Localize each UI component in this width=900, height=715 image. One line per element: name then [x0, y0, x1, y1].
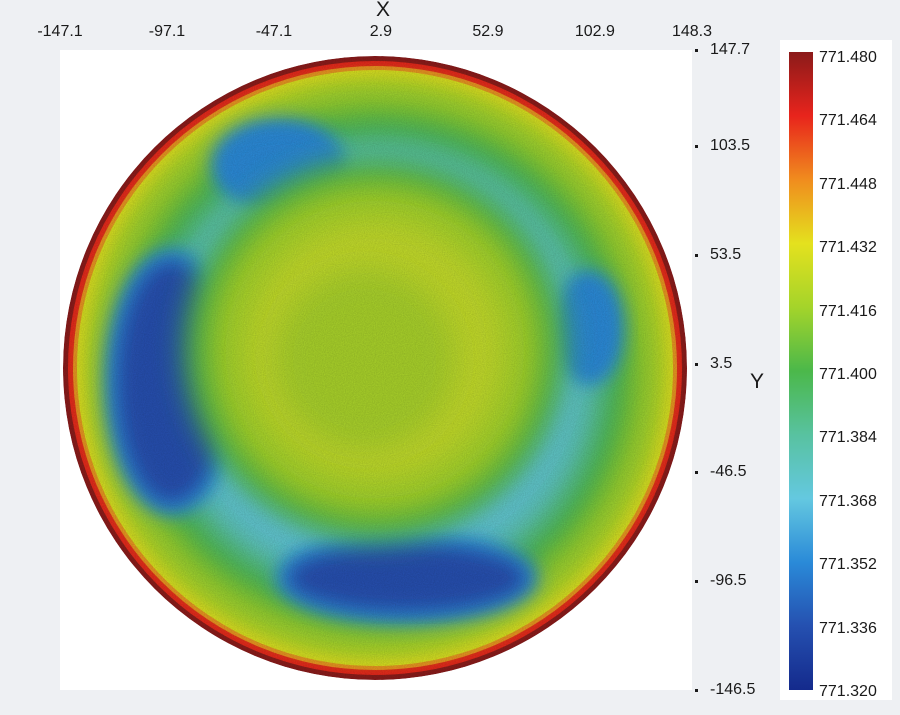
y-axis-title: Y — [750, 370, 765, 393]
y-tick-label: 53.5 — [710, 245, 742, 263]
y-tick-label: 103.5 — [710, 137, 751, 155]
y-tick-mark — [695, 471, 698, 475]
colorbar-tick-label: 771.336 — [819, 619, 877, 637]
y-tick-mark — [695, 580, 698, 584]
x-tick-label: 52.9 — [472, 23, 504, 40]
y-tick-mark — [695, 689, 698, 692]
x-tick-label: 102.9 — [574, 23, 615, 40]
colorbar-tick-label: 771.464 — [819, 112, 877, 130]
colorbar-tick-label: 771.368 — [819, 492, 877, 510]
y-tick-label: -46.5 — [710, 463, 747, 481]
x-tick-label: 148.3 — [671, 23, 713, 40]
colorbar-tick-label: 771.416 — [819, 302, 877, 320]
y-tick-mark — [695, 145, 698, 149]
y-tick-label: 3.5 — [710, 354, 733, 372]
x-tick-label: 2.9 — [369, 23, 393, 40]
colorbar-tick-label: 771.352 — [819, 556, 877, 574]
colorbar-tick-label: 771.480 — [819, 49, 877, 66]
wafer-surface — [63, 56, 687, 680]
colorbar — [789, 52, 813, 690]
colorbar-tick-label: 771.384 — [819, 429, 877, 447]
colorbar-tick-label: 771.432 — [819, 239, 877, 257]
x-axis-title: X — [376, 0, 391, 21]
x-tick-label: -147.1 — [37, 23, 83, 40]
y-tick-label: -96.5 — [710, 572, 747, 590]
y-tick-label: 147.7 — [710, 41, 751, 58]
y-tick-mark — [695, 49, 698, 52]
surface-texture — [63, 56, 687, 680]
x-tick-label: -97.1 — [148, 23, 186, 40]
x-tick-label: -47.1 — [255, 23, 293, 40]
y-tick-label: -146.5 — [710, 681, 756, 698]
colorbar-tick-label: 771.448 — [819, 175, 877, 193]
colorbar-tick-label: 771.400 — [819, 366, 877, 383]
colorbar-tick-label: 771.320 — [819, 683, 877, 700]
y-tick-mark — [695, 362, 698, 366]
y-tick-mark — [695, 253, 698, 257]
